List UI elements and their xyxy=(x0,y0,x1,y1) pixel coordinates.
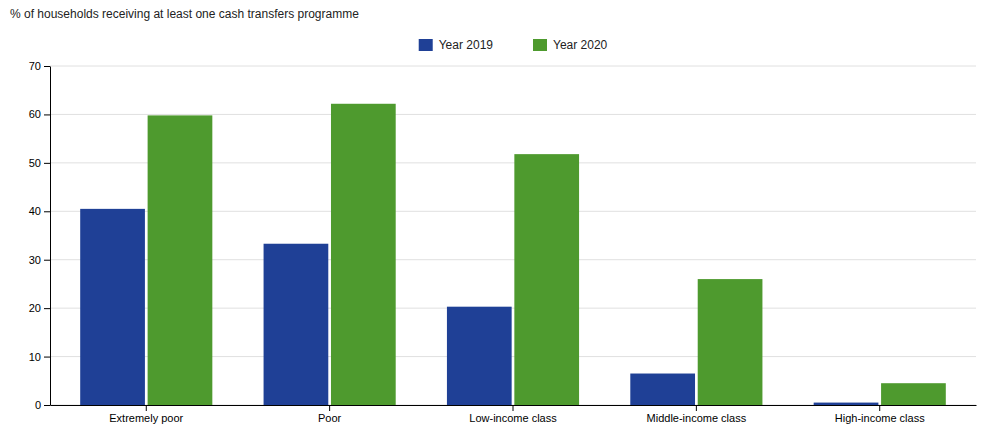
bar xyxy=(698,279,763,405)
y-tick-mark xyxy=(44,114,50,115)
y-tick-mark xyxy=(44,308,50,309)
y-tick-label: 0 xyxy=(35,399,41,411)
bar xyxy=(630,374,695,405)
x-tick: Middle-income class xyxy=(647,405,747,424)
legend-label: Year 2019 xyxy=(439,38,494,52)
legend-swatch xyxy=(419,39,433,51)
x-tick-mark xyxy=(329,405,330,411)
y-tick-mark xyxy=(44,66,50,67)
x-tick-mark xyxy=(879,405,880,411)
x-tick: Extremely poor xyxy=(109,405,183,424)
y-tick: 40 xyxy=(29,205,50,217)
y-tick-label: 50 xyxy=(29,157,41,169)
y-axis-title: % of households receiving at least one c… xyxy=(10,7,359,21)
bar xyxy=(514,154,579,405)
y-tick-mark xyxy=(44,163,50,164)
grid xyxy=(50,66,976,405)
x-tick: Low-income class xyxy=(469,405,557,424)
y-tick-label: 30 xyxy=(29,254,41,266)
bar xyxy=(814,403,879,405)
legend-label: Year 2020 xyxy=(553,38,608,52)
y-axis-line xyxy=(50,67,51,406)
legend-item: Year 2020 xyxy=(533,38,608,52)
y-tick: 20 xyxy=(29,302,50,314)
x-tick-label: High-income class xyxy=(835,412,925,424)
legend-swatch xyxy=(533,39,547,51)
x-axis: Extremely poor Poor Low-income class Middle… xyxy=(51,405,977,424)
bars xyxy=(80,104,946,405)
bar-series xyxy=(148,104,946,405)
y-tick-label: 60 xyxy=(29,108,41,120)
bar xyxy=(881,383,946,405)
x-tick-label: Middle-income class xyxy=(647,412,747,424)
legend-item: Year 2019 xyxy=(419,38,494,52)
x-tick-label: Low-income class xyxy=(469,412,557,424)
bar xyxy=(264,244,329,405)
legend: Year 2019 Year 2020 xyxy=(419,38,608,52)
bar xyxy=(447,307,512,405)
grid-line xyxy=(50,114,976,115)
y-tick: 10 xyxy=(29,351,50,363)
y-tick: 60 xyxy=(29,108,50,120)
bar xyxy=(331,104,396,405)
y-tick-label: 70 xyxy=(29,60,41,72)
x-tick: High-income class xyxy=(835,405,925,424)
plot-area: 0 10 20 30 40 50 60 70 Extremely poor Poor Low-inc… xyxy=(29,60,977,424)
x-tick-label: Poor xyxy=(318,412,342,424)
x-tick-mark xyxy=(513,405,514,411)
x-tick-label: Extremely poor xyxy=(109,412,183,424)
y-tick: 70 xyxy=(29,60,50,72)
bar xyxy=(148,115,213,405)
chart: 0 10 20 30 40 50 60 70 Extremely poor Poor Low-inc… xyxy=(0,0,1000,445)
y-tick: 50 xyxy=(29,157,50,169)
y-tick-mark xyxy=(44,357,50,358)
y-tick-label: 40 xyxy=(29,205,41,217)
y-tick-mark xyxy=(44,260,50,261)
y-tick-mark xyxy=(44,211,50,212)
grid-line xyxy=(50,66,976,67)
x-tick: Poor xyxy=(318,405,342,424)
y-tick: 30 xyxy=(29,254,50,266)
y-tick-label: 20 xyxy=(29,302,41,314)
y-tick: 0 xyxy=(35,399,50,411)
y-tick-label: 10 xyxy=(29,351,41,363)
y-tick-mark xyxy=(44,405,50,406)
x-tick-mark xyxy=(696,405,697,411)
y-axis: 0 10 20 30 40 50 60 70 xyxy=(29,60,51,411)
x-tick-mark xyxy=(146,405,147,411)
bar xyxy=(80,209,145,405)
